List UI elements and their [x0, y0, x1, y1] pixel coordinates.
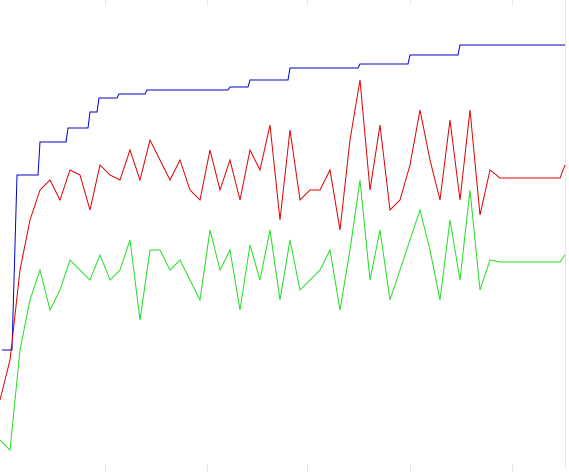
line-series — [2, 44, 565, 351]
line-series — [0, 79, 566, 401]
frame — [105, 0, 566, 472]
line-series — [0, 179, 566, 452]
